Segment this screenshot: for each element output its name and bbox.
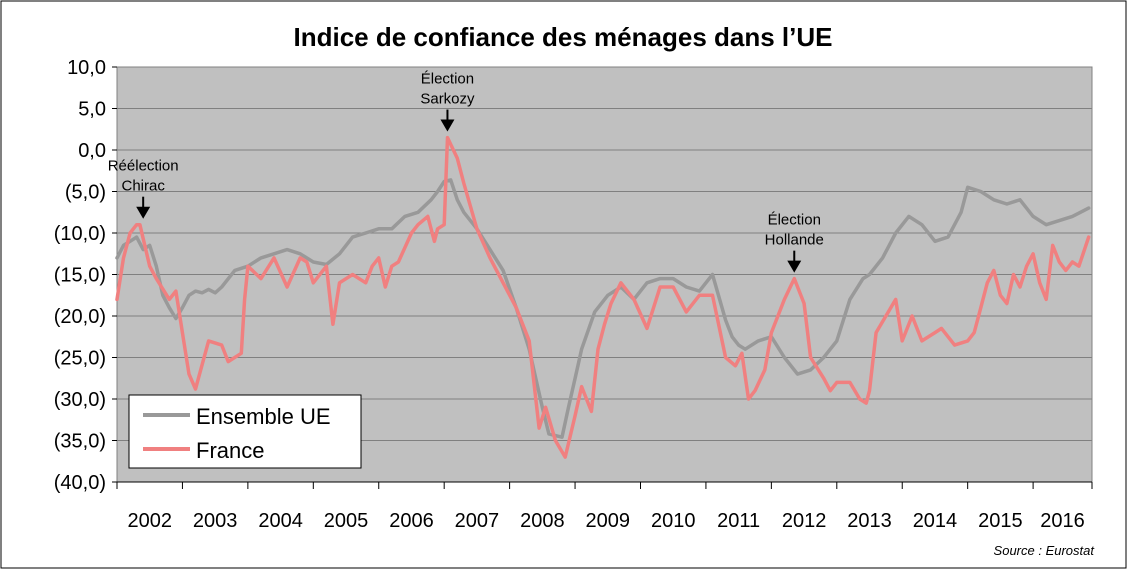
x-tick-label: 2010 — [651, 510, 696, 532]
y-tick-label: 0,0 — [78, 140, 106, 162]
x-tick-label: 2002 — [127, 510, 172, 532]
y-tick-label: (10,0) — [54, 223, 106, 245]
x-tick-label: 2006 — [389, 510, 434, 532]
y-axis: 10,0 5,0 0,0 (5,0) (10,0) (15,0) (20,0) (25,0) (… — [54, 57, 117, 494]
annotation-label: Réélection — [108, 158, 179, 175]
series-lines — [115, 135, 1091, 459]
annotation-label: Hollande — [765, 232, 824, 249]
x-tick-label: 2005 — [324, 510, 369, 532]
annotations: Réélection Chirac Élection Sarkozy Élection H… — [108, 71, 824, 273]
legend: Ensemble UE France — [128, 394, 362, 469]
series-line-france — [115, 135, 1091, 459]
annotation-label: Élection — [768, 212, 821, 229]
annotation-arrow-head — [440, 119, 455, 132]
y-tick-label: 10,0 — [67, 57, 106, 79]
x-tick-label: 2008 — [520, 510, 565, 532]
legend-label-ensemble-ue: Ensemble UE — [196, 404, 331, 429]
chart-title: Indice de confiance des ménages dans l’U… — [294, 22, 833, 52]
annotation-arrow-head — [136, 206, 151, 219]
annotation-label: Chirac — [121, 178, 165, 195]
x-tick-label: 2004 — [258, 510, 303, 532]
y-tick-label: (15,0) — [54, 265, 106, 287]
x-tick-label: 2012 — [782, 510, 827, 532]
y-tick-label: (20,0) — [54, 306, 106, 328]
x-tick-label: 2016 — [1040, 510, 1085, 532]
legend-label-france: France — [196, 438, 264, 463]
y-tick-label: (40,0) — [54, 472, 106, 494]
x-axis: 2002 2003 2004 2005 2006 2007 2008 2009 2010 2011… — [116, 481, 1093, 532]
y-tick-label: 5,0 — [78, 99, 106, 121]
annotation-label: Élection — [421, 71, 474, 88]
x-tick-label: 2014 — [913, 510, 958, 532]
x-tick-label: 2003 — [193, 510, 238, 532]
y-tick-label: (25,0) — [54, 348, 106, 370]
x-tick-label: 2011 — [717, 510, 760, 532]
y-tick-label: (30,0) — [54, 389, 106, 411]
x-tick-label: 2013 — [847, 510, 892, 532]
legend-box — [128, 394, 362, 469]
annotation-label: Sarkozy — [420, 91, 475, 108]
x-tick-label: 2009 — [586, 510, 631, 532]
y-tick-label: (5,0) — [65, 182, 106, 204]
source-note: Source : Eurostat — [994, 543, 1096, 558]
y-tick-label: (35,0) — [54, 431, 106, 453]
annotation-arrow-head — [787, 260, 802, 273]
x-tick-label: 2007 — [455, 510, 500, 532]
x-tick-label: 2015 — [978, 510, 1023, 532]
